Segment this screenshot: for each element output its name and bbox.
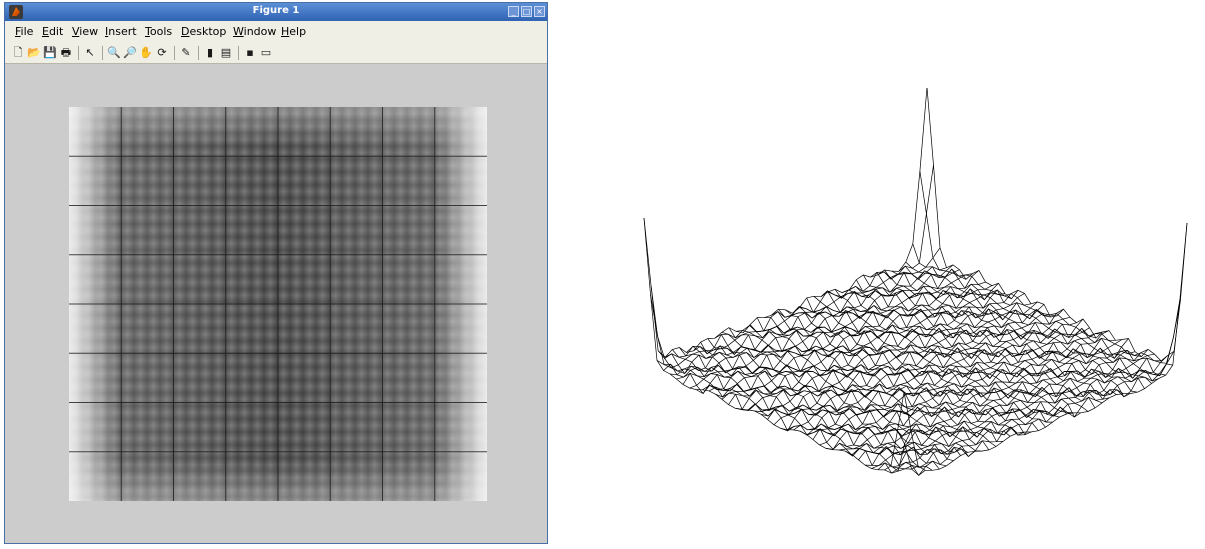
menu-view[interactable]: View	[72, 25, 99, 38]
figure-window: Figure 1 _ □ × File Edit View Insert Too…	[4, 2, 548, 544]
mesh-line	[890, 351, 1175, 472]
menu-desktop[interactable]: Desktop	[181, 25, 227, 38]
mesh-line	[682, 268, 967, 385]
show-plot-tools-icon[interactable]: ▭	[260, 46, 272, 59]
mesh-line	[702, 281, 986, 391]
print-icon[interactable]: 🖶	[60, 46, 72, 59]
colorbar-icon[interactable]: ▮	[206, 46, 214, 59]
mesh-line	[838, 339, 1123, 451]
mesh-line	[825, 330, 1110, 450]
mesh-line	[721, 292, 1006, 400]
mesh-line	[741, 293, 1025, 411]
minimize-icon[interactable]: _	[508, 6, 519, 17]
mesh-line	[851, 350, 1136, 455]
toolbar-separator	[198, 46, 199, 60]
menu-tools[interactable]: Tools	[145, 25, 173, 38]
mesh-line	[793, 322, 1077, 431]
image-plot	[69, 107, 487, 501]
mesh-line	[832, 337, 1116, 450]
save-icon[interactable]: 💾	[43, 46, 57, 59]
pan-icon[interactable]: ✋	[139, 46, 153, 59]
mesh-line	[708, 285, 993, 392]
toolbar-separator	[238, 46, 239, 60]
figure-toolbar: 🗋 📂 💾 🖶 ↖ 🔍 🔎 ✋ ⟳ ✎ ▮ ▤ ▪ ▭	[5, 43, 547, 64]
toolbar-separator	[174, 46, 175, 60]
mesh-line	[689, 273, 973, 389]
mesh-line	[871, 353, 1155, 469]
maximize-icon[interactable]: □	[521, 6, 532, 17]
mesh-line	[897, 299, 1181, 476]
mesh-line	[663, 266, 947, 374]
mesh-line	[734, 289, 1019, 410]
mesh-line	[806, 327, 1090, 435]
edit-plot-icon[interactable]: ↖	[85, 46, 95, 59]
menu-edit[interactable]: Edit	[42, 25, 64, 38]
close-icon[interactable]: ×	[534, 6, 545, 17]
mesh-line	[767, 309, 1051, 420]
window-title: Figure 1	[252, 5, 300, 16]
menu-bar: File Edit View Insert Tools Desktop Wind…	[5, 21, 547, 44]
mesh-line	[903, 222, 1188, 471]
mesh-line	[864, 349, 1149, 466]
mesh-wireframe	[643, 88, 1188, 476]
mesh-line	[845, 338, 1129, 457]
mesh-line	[773, 313, 1058, 426]
hide-plot-tools-icon[interactable]: ▪	[246, 46, 254, 59]
mesh-surface-fill	[644, 88, 1187, 392]
mesh-line	[877, 357, 1162, 471]
mesh-line	[858, 349, 1142, 461]
toolbar-separator	[78, 46, 79, 60]
mesh-line	[760, 304, 1045, 417]
open-file-icon[interactable]: 📂	[27, 46, 41, 59]
mesh-line	[676, 269, 960, 380]
menu-help[interactable]: Help	[281, 25, 307, 38]
legend-icon[interactable]: ▤	[220, 46, 232, 59]
menu-window[interactable]: Window	[233, 25, 277, 38]
mesh-line	[819, 331, 1103, 446]
mesh-line	[812, 327, 1097, 440]
menu-insert[interactable]: Insert	[105, 25, 137, 38]
zoom-in-icon[interactable]: 🔍	[107, 46, 121, 59]
mesh-surface-background	[644, 88, 1187, 392]
mesh-line	[715, 283, 999, 398]
mesh-surface-plot	[643, 88, 1188, 476]
toolbar-separator	[102, 46, 103, 60]
mesh-line	[650, 165, 934, 359]
menu-file[interactable]: File	[15, 25, 34, 38]
mesh-line	[728, 289, 1012, 405]
mesh-line	[780, 308, 1064, 432]
mesh-line	[643, 88, 928, 358]
matlab-icon[interactable]	[9, 5, 23, 19]
mesh-line	[669, 264, 954, 376]
zoom-out-icon[interactable]: 🔎	[123, 46, 137, 59]
mesh-line	[786, 316, 1071, 431]
title-bar[interactable]: Figure 1 _ □ ×	[5, 3, 547, 21]
rotate-3d-icon[interactable]: ⟳	[157, 46, 167, 59]
data-cursor-icon[interactable]: ✎	[181, 46, 191, 59]
new-figure-icon[interactable]: 🗋	[13, 46, 23, 59]
